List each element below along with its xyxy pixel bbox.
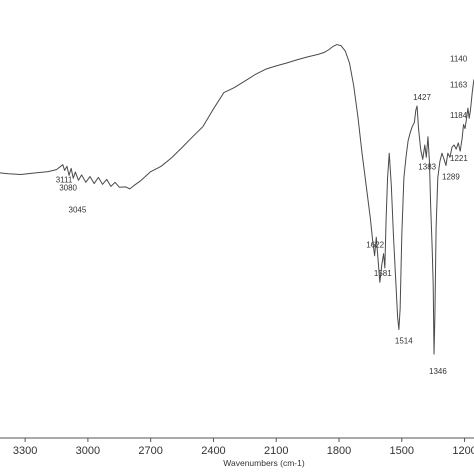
plot-area xyxy=(0,44,474,355)
x-axis-title: Wavenumbers (cm-1) xyxy=(223,458,305,468)
peak-label-1514: 1514 xyxy=(395,337,413,346)
peak-label-1289: 1289 xyxy=(442,173,460,182)
peak-label-1622: 1622 xyxy=(366,240,384,249)
peak-label-1221: 1221 xyxy=(450,154,468,163)
peak-label-1184: 1184 xyxy=(450,111,468,120)
peak-label-1140: 1140 xyxy=(450,54,468,63)
x-axis: 3300 3000 2700 2400 2100 1800 1500 1200 xyxy=(0,437,474,457)
x-tick-label-1800: 1800 xyxy=(327,445,351,457)
x-tick-label-3300: 3300 xyxy=(13,445,37,457)
peak-label-1383: 1383 xyxy=(418,162,436,171)
peak-label-1427: 1427 xyxy=(413,93,431,102)
peak-label-3111: 3111 xyxy=(56,175,73,184)
peak-label-3080: 3080 xyxy=(59,183,77,192)
x-tick-label-3000: 3000 xyxy=(76,445,100,457)
peak-label-1581: 1581 xyxy=(374,269,392,278)
x-tick-label-1200: 1200 xyxy=(452,445,474,457)
x-tick-label-2400: 2400 xyxy=(201,445,225,457)
peak-label-1346: 1346 xyxy=(429,367,447,376)
x-tick-label-2700: 2700 xyxy=(138,445,162,457)
peak-label-3045: 3045 xyxy=(69,205,87,214)
spectrum-line-0 xyxy=(0,44,474,355)
peak-label-1163: 1163 xyxy=(450,81,468,90)
x-tick-label-2100: 2100 xyxy=(264,445,288,457)
x-tick-label-1500: 1500 xyxy=(390,445,414,457)
